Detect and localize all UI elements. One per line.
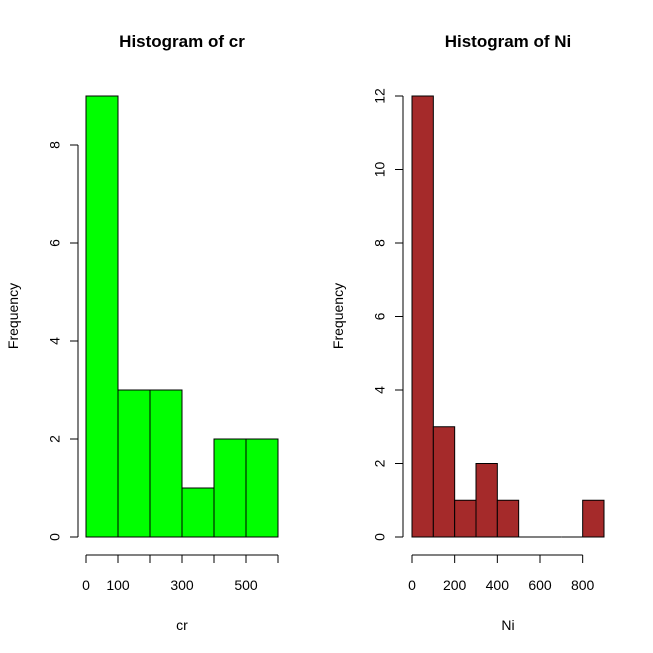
x-tick-label: 300 [170, 577, 194, 593]
x-tick-label: 0 [82, 577, 90, 593]
histogram-bar [149, 389, 183, 538]
histogram-panel-2: Histogram of Ni 0 200 400 600 800 Ni 0 2 4 6 8 10 12 F… [330, 32, 605, 633]
x-tick-label: 500 [234, 577, 258, 593]
x-axis-label: cr [176, 617, 188, 633]
y-tick-label: 2 [372, 459, 388, 467]
y-tick-label: 0 [47, 533, 63, 541]
x-axis-label: Ni [501, 617, 514, 633]
histogram-bar [411, 95, 434, 538]
x-tick-label: 600 [528, 577, 552, 593]
histogram-bar [454, 499, 477, 538]
histogram-bar [475, 463, 498, 538]
y-tick-label: 8 [372, 239, 388, 247]
y-tick-label: 12 [372, 88, 388, 104]
y-axis-label: Frequency [5, 283, 21, 349]
y-tick-label: 4 [372, 386, 388, 394]
y-tick-label: 6 [372, 312, 388, 320]
chart-title: Histogram of Ni [445, 32, 572, 51]
x-tick-label: 800 [571, 577, 595, 593]
histogram-bar [496, 499, 520, 538]
y-tick-label: 6 [47, 239, 63, 247]
y-tick-label: 2 [47, 435, 63, 443]
y-tick-label: 8 [47, 141, 63, 149]
histogram-bar [117, 389, 151, 538]
x-tick-label: 200 [443, 577, 467, 593]
histogram-panel-1: Histogram of cr 0 100 300 500 cr 0 2 4 6 8 Frequenc… [5, 32, 279, 633]
y-tick-label: 0 [372, 533, 388, 541]
histogram-bar [181, 487, 215, 538]
histogram-bar [85, 95, 119, 538]
histogram-bar [432, 426, 456, 538]
x-tick-label: 0 [408, 577, 416, 593]
chart-title: Histogram of cr [119, 32, 245, 51]
y-tick-label: 4 [47, 337, 63, 345]
y-axis-label: Frequency [330, 283, 346, 349]
histogram-bar [213, 438, 247, 538]
histogram-bar [245, 438, 279, 538]
y-tick-label: 10 [372, 162, 388, 178]
histogram-bar [582, 499, 605, 538]
x-tick-label: 400 [486, 577, 510, 593]
x-tick-label: 100 [106, 577, 130, 593]
